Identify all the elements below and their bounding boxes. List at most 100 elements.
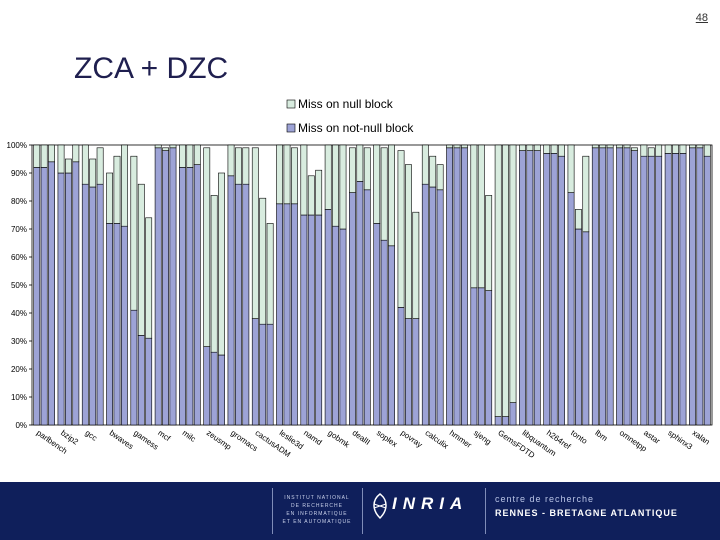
bar-null [266, 223, 274, 325]
chart-bars [33, 144, 711, 426]
bar-not-null [460, 147, 468, 426]
miss-rate-chart: 0%10%20%30%40%50%60%70%80%90%100% parlbe… [7, 93, 713, 460]
x-category-label: lbm [593, 428, 609, 443]
bar-null [599, 144, 607, 149]
bar-null [186, 144, 194, 168]
chart-legend: Miss on null block Miss on not-null block [242, 93, 480, 141]
bar-null [429, 155, 437, 188]
bar-not-null [356, 181, 364, 426]
bar-null [380, 147, 388, 241]
x-category-label: hmmer [448, 428, 474, 450]
bar-not-null [703, 155, 711, 426]
bar-null [33, 144, 41, 168]
inria-logo-icon [373, 493, 387, 520]
bar-not-null [533, 150, 541, 426]
bar-not-null [509, 402, 517, 426]
institute-line-1: INSTITUT NATIONAL [284, 495, 350, 501]
inria-logo-text: INRIA [392, 494, 469, 513]
bar-null [397, 150, 405, 308]
y-tick-label: 20% [11, 365, 27, 374]
bar-null [519, 144, 526, 151]
bar-not-null [96, 183, 104, 426]
bar-null [477, 144, 485, 289]
bar-not-null [266, 323, 274, 426]
bar-not-null [339, 228, 347, 426]
bar-not-null [543, 153, 551, 426]
bar-not-null [640, 155, 648, 426]
bar-null [647, 147, 655, 157]
bar-not-null [397, 307, 405, 426]
x-category-label: sphinx3 [666, 428, 694, 452]
bar-null [179, 144, 186, 168]
bar-not-null [276, 203, 283, 426]
bar-not-null [113, 223, 121, 426]
y-tick-label: 50% [11, 281, 27, 290]
bar-not-null [193, 164, 201, 426]
bar-not-null [40, 167, 48, 426]
bar-not-null [315, 214, 323, 426]
bar-not-null [218, 354, 225, 426]
bar-null [203, 147, 211, 347]
bar-null [259, 197, 267, 325]
bar-not-null [558, 155, 565, 426]
bar-not-null [324, 209, 332, 426]
bar-null [315, 169, 323, 216]
bar-null [460, 144, 468, 149]
x-category-label: dealII [351, 428, 372, 447]
bar-not-null [251, 318, 259, 426]
bar-null [96, 147, 104, 185]
bar-not-null [630, 150, 638, 426]
bar-not-null [130, 309, 138, 426]
bar-null [689, 144, 696, 149]
bar-null [405, 164, 412, 319]
bar-null [703, 144, 711, 157]
footer-banner: INSTITUT NATIONAL DE RECHERCHE EN INFORM… [0, 482, 720, 540]
bar-not-null [145, 337, 153, 426]
y-tick-label: 100% [7, 141, 27, 150]
bar-not-null [655, 155, 663, 426]
y-tick-label: 10% [11, 393, 27, 402]
bar-null [679, 144, 687, 154]
footer-divider-mid [362, 488, 363, 534]
x-category-label: soplex [375, 428, 399, 449]
x-category-label: calculix [423, 428, 450, 450]
bar-not-null [89, 186, 97, 426]
institute-line-2: DE RECHERCHE [290, 503, 343, 509]
bar-null [421, 144, 429, 185]
footer-divider-right [485, 488, 486, 534]
bar-not-null [235, 183, 242, 426]
bar-null [485, 195, 493, 291]
bar-null [130, 155, 138, 311]
bar-not-null [300, 214, 308, 426]
bar-not-null [591, 147, 599, 426]
bar-null [121, 144, 128, 227]
bar-not-null [65, 172, 72, 426]
bar-not-null [502, 416, 509, 426]
bar-null [630, 147, 638, 151]
bar-not-null [689, 147, 696, 426]
x-category-label: sjeng [472, 428, 493, 446]
slide-title: ZCA + DZC [74, 52, 229, 85]
bar-not-null [242, 183, 250, 426]
bar-not-null [154, 147, 162, 426]
legend-label: Miss on not-null block [298, 121, 414, 135]
footer-divider-left [272, 488, 273, 534]
x-category-label: povray [399, 428, 424, 449]
bar-not-null [162, 150, 169, 426]
bar-not-null [290, 203, 298, 426]
bar-not-null [519, 150, 526, 426]
bar-not-null [623, 147, 631, 426]
legend-box [242, 93, 480, 141]
bar-not-null [307, 214, 315, 426]
bar-null [616, 144, 623, 149]
bar-not-null [121, 225, 128, 426]
bar-not-null [421, 183, 429, 426]
bar-null [290, 147, 298, 205]
bar-null [558, 144, 565, 157]
bar-not-null [48, 161, 55, 426]
bar-not-null [186, 167, 194, 426]
bar-null [210, 195, 218, 353]
bar-not-null [485, 290, 493, 426]
bar-not-null [349, 192, 356, 426]
bar-not-null [380, 239, 388, 426]
